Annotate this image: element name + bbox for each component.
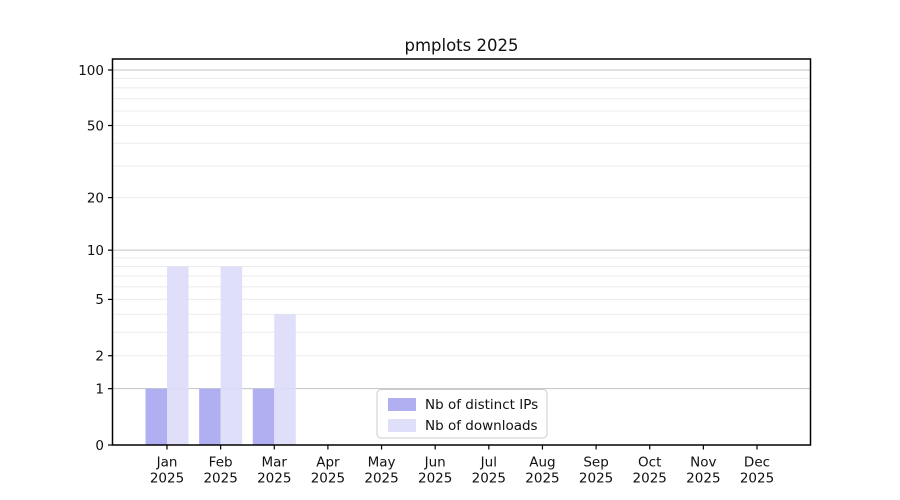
- x-axis-ticks: Jan2025Feb2025Mar2025Apr2025May2025Jun20…: [150, 445, 774, 487]
- x-tick-label-year: 2025: [686, 471, 720, 487]
- x-tick-label-year: 2025: [418, 471, 452, 487]
- y-tick-label: 1: [95, 381, 104, 397]
- y-axis-ticks: 0 1 2 5 10 20 50 100: [78, 63, 113, 454]
- x-tick-label-year: 2025: [311, 471, 345, 487]
- bar-distinct-ips-1: [199, 388, 221, 445]
- y-gridlines: [112, 69, 811, 390]
- x-tick-label-month: Oct: [638, 455, 661, 471]
- x-tick-label-year: 2025: [579, 471, 613, 487]
- x-tick-label-year: 2025: [203, 471, 237, 487]
- legend-label-downloads: Nb of downloads: [425, 418, 538, 434]
- x-tick-label-year: 2025: [472, 471, 506, 487]
- legend-swatch-distinct-ips: [388, 398, 416, 411]
- legend-swatch-downloads: [388, 419, 416, 432]
- y-tick-label: 100: [78, 63, 104, 79]
- bar-distinct-ips-0: [145, 388, 167, 445]
- x-tick-label-month: Sep: [583, 455, 608, 471]
- plot-frame: [111, 58, 812, 446]
- x-tick-label-month: Feb: [209, 455, 233, 471]
- x-tick-label-year: 2025: [364, 471, 398, 487]
- bar-series-group: [145, 266, 296, 445]
- x-tick-label-month: Dec: [744, 455, 770, 471]
- y-tick-label: 50: [87, 118, 104, 134]
- y-tick-label: 5: [95, 292, 104, 308]
- y-tick-label: 2: [95, 349, 104, 365]
- x-tick-label-month: Mar: [262, 455, 288, 471]
- legend-label-distinct-ips: Nb of distinct IPs: [425, 397, 538, 413]
- legend-box: [376, 389, 548, 439]
- x-tick-label-year: 2025: [740, 471, 774, 487]
- bar-downloads-0: [167, 266, 189, 445]
- x-tick-label-month: Nov: [690, 455, 716, 471]
- chart-title: pmplots 2025: [404, 36, 518, 55]
- x-tick-label-year: 2025: [525, 471, 559, 487]
- bar-distinct-ips-2: [252, 388, 275, 445]
- x-tick-label-month: May: [368, 455, 396, 471]
- x-tick-label-month: Jul: [480, 455, 497, 471]
- x-tick-label-year: 2025: [633, 471, 667, 487]
- x-tick-label-year: 2025: [257, 471, 291, 487]
- x-tick-label-month: Apr: [316, 455, 340, 471]
- x-tick-label-year: 2025: [150, 471, 184, 487]
- x-tick-label-month: Jun: [424, 455, 446, 471]
- y-tick-label: 0: [95, 438, 104, 454]
- bar-downloads-1: [220, 266, 243, 445]
- y-tick-label: 20: [87, 190, 104, 206]
- legend: Nb of distinct IPs Nb of downloads: [376, 389, 548, 439]
- x-tick-label-month: Aug: [529, 455, 555, 471]
- bar-downloads-2: [274, 314, 296, 445]
- x-tick-label-month: Jan: [156, 455, 178, 471]
- y-tick-label: 10: [87, 243, 104, 259]
